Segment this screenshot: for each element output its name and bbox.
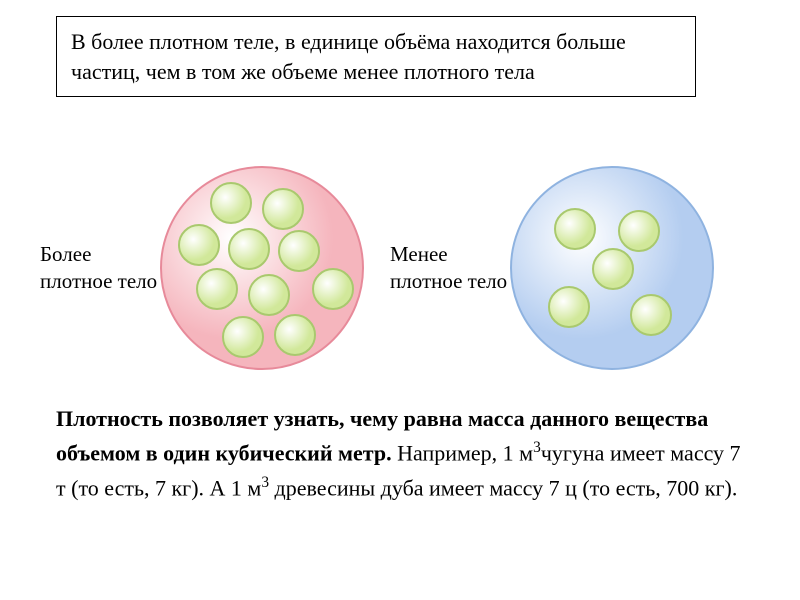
intro-box: В более плотном теле, в единице объёма н… — [56, 16, 696, 97]
particle — [178, 224, 220, 266]
particle — [196, 268, 238, 310]
particle — [548, 286, 590, 328]
bottom-t3: древесины дуба имеет массу 7 ц (то есть,… — [269, 475, 737, 500]
bottom-paragraph: Плотность позволяет узнать, чему равна м… — [56, 402, 744, 505]
dense-label: Более плотное тело — [40, 241, 160, 294]
dense-circle-wrap — [160, 166, 364, 370]
intro-text: В более плотном теле, в единице объёма н… — [71, 29, 626, 84]
particle — [278, 230, 320, 272]
bottom-t1: Например, 1 м — [392, 440, 534, 465]
particle — [222, 316, 264, 358]
particle — [630, 294, 672, 336]
diagram-row: Более плотное тело Менее плотное тело — [40, 155, 760, 380]
dense-circle — [160, 166, 364, 370]
particle — [618, 210, 660, 252]
particle — [554, 208, 596, 250]
bottom-sup1: 3 — [533, 439, 541, 456]
particle — [274, 314, 316, 356]
bottom-sup2: 3 — [261, 474, 269, 491]
particle — [248, 274, 290, 316]
particle — [592, 248, 634, 290]
slide: В более плотном теле, в единице объёма н… — [0, 0, 800, 600]
sparse-label: Менее плотное тело — [390, 241, 510, 294]
particle — [228, 228, 270, 270]
particle — [312, 268, 354, 310]
sparse-circle-wrap — [510, 166, 714, 370]
particle — [210, 182, 252, 224]
particle — [262, 188, 304, 230]
sparse-circle — [510, 166, 714, 370]
